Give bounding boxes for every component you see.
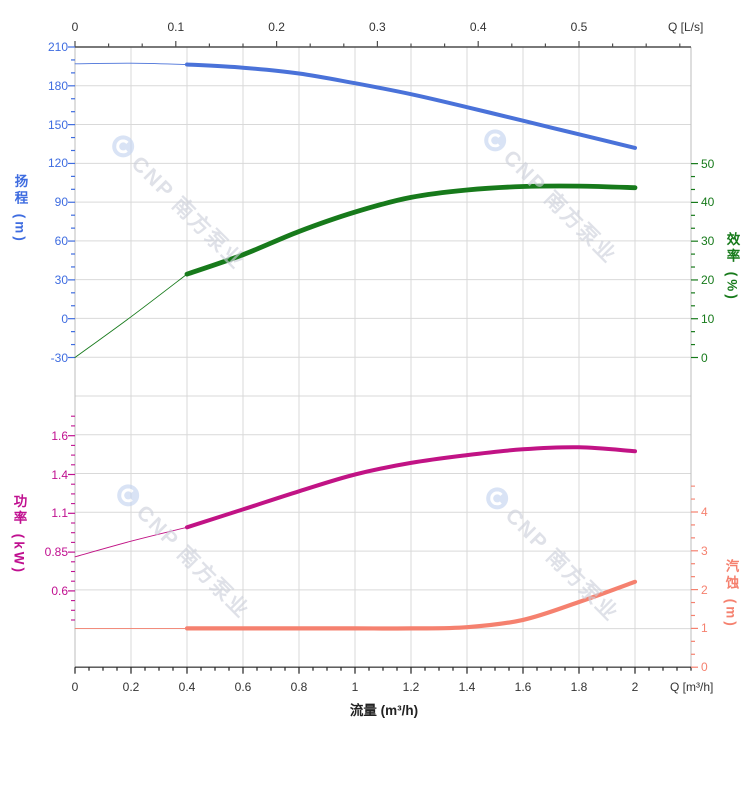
功率-curve-thin	[74, 526, 188, 558]
npsh-axis-title: 汽蚀 (m)	[723, 559, 739, 629]
flow-axis-label: 流量 (m³/h)	[349, 703, 419, 718]
扬程-curve-thin	[74, 62, 188, 65]
head-axis-title: 扬程 (m)	[12, 174, 28, 244]
效率-curve	[184, 183, 638, 277]
功率-curve	[185, 445, 637, 530]
efficiency-axis-title: 效率 (%)	[724, 232, 740, 302]
效率-curve-thin	[74, 273, 188, 358]
扬程-curve	[185, 62, 637, 150]
bottom-axis-title: Q [m³/h]	[670, 680, 714, 694]
power-axis-title: 功率 (kW)	[11, 494, 27, 575]
top-axis-title: Q [L/s]	[668, 20, 704, 34]
汽蚀-curve	[184, 579, 638, 631]
